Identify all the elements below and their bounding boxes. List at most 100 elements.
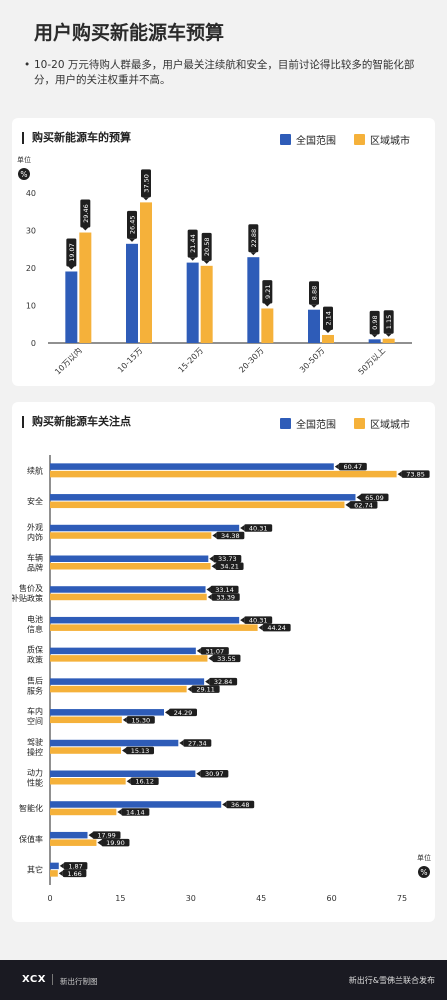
y-tick-label: 20 [26, 264, 36, 273]
value-label-pointer [258, 624, 263, 631]
bar-regional [50, 747, 122, 754]
legend-national: 全国范围 [280, 132, 336, 147]
value-label-group: 17.99 [88, 831, 121, 840]
category-label: 质保 [27, 645, 43, 655]
legend-national-label: 全国范围 [296, 420, 336, 431]
category-label: 补贴政策 [12, 593, 43, 603]
budget-unit-label: 单位 [17, 155, 31, 164]
value-label-pointer [334, 463, 339, 470]
value-label-pointer [126, 778, 131, 784]
value-label-pointer [240, 525, 245, 531]
value-label: 62.74 [354, 501, 373, 509]
bar-regional [50, 870, 58, 877]
value-label-pointer [82, 227, 89, 231]
value-label-group: 37.50 [141, 169, 151, 201]
category-label: 车内 [27, 706, 43, 716]
value-label-group: 65.09 [356, 493, 389, 502]
value-label-bg [262, 280, 273, 304]
value-label-group: 24.29 [165, 708, 198, 717]
value-label-group: 34.21 [211, 562, 244, 571]
description: • 10-20 万元待购人群最多，用户最关注续航和安全，目前讨论得比较多的智能化… [24, 58, 434, 88]
x-tick-label: 60 [327, 894, 337, 903]
bar-regional [50, 685, 187, 693]
bar-national [65, 271, 78, 343]
value-label: 1.66 [67, 870, 81, 878]
value-label-group: 1.66 [58, 869, 87, 878]
value-label-group: 33.73 [209, 555, 242, 563]
category-label: 保值率 [19, 834, 43, 844]
category-label: 信息 [27, 624, 43, 634]
bar-national [50, 555, 209, 562]
value-label: 33.73 [218, 555, 237, 563]
category-label: 30-50万 [298, 346, 326, 374]
value-label-pointer [187, 686, 192, 692]
value-label-pointer [59, 863, 64, 869]
x-tick-label: 75 [397, 894, 407, 903]
bar-regional [50, 624, 258, 631]
value-label-group: 40.31 [240, 524, 273, 532]
value-label-bg [169, 708, 198, 717]
value-label: 37.50 [143, 174, 151, 193]
bar-regional [382, 338, 395, 343]
value-label-pointer [250, 252, 257, 256]
value-label-bg [209, 677, 238, 686]
value-label-group: 29.11 [187, 685, 220, 694]
footer: XCX 新出行制图 新出行&雪佛兰联合发布 [0, 960, 447, 1000]
value-label-pointer [165, 709, 170, 716]
category-label: 安全 [27, 496, 43, 506]
value-label-pointer [117, 809, 122, 815]
value-label: 22.88 [250, 229, 258, 248]
category-label: 10万以内 [53, 345, 84, 376]
value-label-group: 15.13 [122, 746, 155, 755]
value-label-pointer [143, 197, 149, 201]
value-label-bg [126, 716, 155, 724]
value-label-bg [323, 306, 333, 330]
value-label-pointer [196, 771, 201, 777]
category-label: 服务 [27, 685, 43, 695]
value-label-bg [383, 310, 394, 334]
value-label-group: 44.24 [258, 623, 291, 632]
footer-credit: 新出行&雪佛兰联合发布 [348, 976, 435, 985]
value-label-bg [244, 616, 273, 624]
category-label: 其它 [27, 865, 43, 875]
bar-regional [50, 655, 208, 662]
value-label-bg [213, 555, 242, 563]
value-label-bg [262, 623, 291, 632]
y-tick-label: 10 [26, 302, 36, 311]
value-label-group: 33.39 [207, 593, 240, 601]
value-label: 29.11 [196, 686, 215, 694]
value-label-group: 8.88 [309, 281, 319, 308]
value-label-group: 60.47 [334, 462, 367, 471]
category-label: 50万以上 [357, 346, 388, 377]
budget-legend: 全国范围 区域城市 [280, 132, 410, 147]
value-label-pointer [385, 333, 392, 337]
value-label-group: 20.58 [201, 232, 212, 264]
value-label-pointer [58, 870, 63, 877]
bar-national [186, 262, 199, 343]
bar-regional [322, 334, 334, 343]
value-label-group: 1.15 [383, 310, 394, 337]
value-label-group: 29.46 [80, 199, 91, 231]
value-label-group: 33.14 [206, 585, 239, 594]
value-label-pointer [122, 717, 127, 723]
value-label-pointer [189, 257, 196, 261]
value-label-bg [360, 493, 389, 502]
value-label-pointer [325, 329, 331, 333]
y-tick-label: 0 [31, 339, 36, 348]
legend-national-label: 全国范围 [296, 136, 336, 147]
value-label-pointer [88, 832, 93, 838]
bar-regional [50, 716, 122, 724]
category-label: 20-30万 [237, 346, 265, 374]
value-label-pointer [311, 304, 317, 308]
bar-regional [140, 202, 152, 343]
value-label-group: 30.97 [196, 770, 229, 778]
value-label-group: 32.84 [205, 677, 238, 686]
bar-regional [50, 501, 345, 509]
value-label: 34.38 [221, 532, 240, 540]
legend-regional-swatch [354, 418, 365, 429]
bar-regional [50, 778, 126, 785]
value-label: 15.13 [131, 747, 150, 755]
value-label-bg [248, 224, 259, 253]
budget-unit-badge [18, 168, 30, 180]
